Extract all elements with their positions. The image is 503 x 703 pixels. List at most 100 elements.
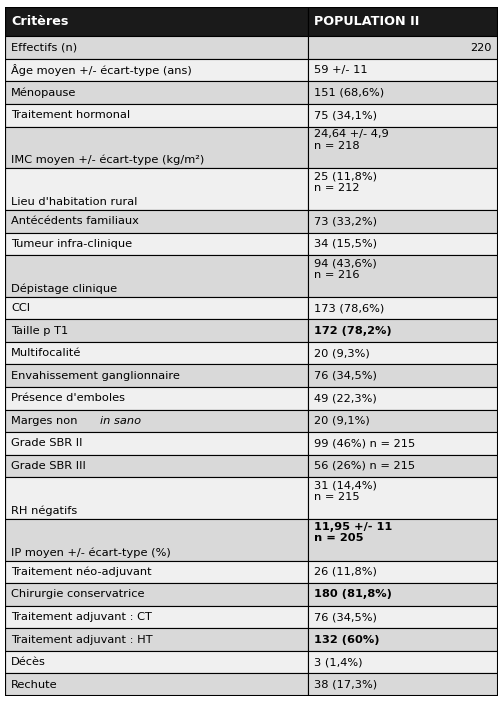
Text: Grade SBR III: Grade SBR III	[11, 461, 86, 471]
Text: 76 (34,5%): 76 (34,5%)	[314, 612, 377, 622]
Text: 75 (34,1%): 75 (34,1%)	[314, 110, 377, 120]
Bar	[5, 673, 308, 696]
Bar	[308, 519, 498, 561]
Bar	[5, 255, 308, 297]
Bar	[308, 410, 498, 432]
Text: CCI: CCI	[11, 303, 30, 313]
Bar	[308, 387, 498, 410]
Bar	[308, 583, 498, 606]
Text: 11,95 +/- 11
n = 205: 11,95 +/- 11 n = 205	[314, 522, 392, 543]
Bar	[5, 432, 308, 455]
Text: Marges non: Marges non	[11, 416, 81, 426]
Bar	[308, 561, 498, 583]
Text: 99 (46%) n = 215: 99 (46%) n = 215	[314, 439, 415, 449]
Bar	[5, 410, 308, 432]
Text: Traitement néo-adjuvant: Traitement néo-adjuvant	[11, 567, 151, 577]
Text: Décès: Décès	[11, 657, 46, 667]
Bar	[5, 651, 308, 673]
Text: 24,64 +/- 4,9
n = 218: 24,64 +/- 4,9 n = 218	[314, 129, 389, 151]
Text: IP moyen +/- écart-type (%): IP moyen +/- écart-type (%)	[11, 547, 171, 557]
Text: 172 (78,2%): 172 (78,2%)	[314, 325, 392, 335]
Bar	[5, 82, 308, 104]
Bar	[5, 37, 308, 59]
Text: 180 (81,8%): 180 (81,8%)	[314, 590, 392, 600]
Text: 173 (78,6%): 173 (78,6%)	[314, 303, 384, 313]
Text: Multifocalité: Multifocalité	[11, 348, 81, 359]
Bar	[308, 628, 498, 651]
Bar	[5, 59, 308, 82]
Bar	[308, 168, 498, 210]
Bar	[5, 519, 308, 561]
Text: Rechute: Rechute	[11, 680, 57, 690]
Bar	[308, 210, 498, 233]
Bar	[5, 606, 308, 628]
Text: 220: 220	[470, 43, 492, 53]
Bar	[308, 59, 498, 82]
Text: 26 (11,8%): 26 (11,8%)	[314, 567, 377, 577]
Text: Traitement adjuvant : HT: Traitement adjuvant : HT	[11, 635, 152, 645]
Text: Ménopause: Ménopause	[11, 87, 76, 98]
Bar	[5, 297, 308, 319]
Bar	[308, 7, 498, 37]
Bar	[5, 364, 308, 387]
Bar	[308, 455, 498, 477]
Text: in sano: in sano	[100, 416, 141, 426]
Bar	[5, 387, 308, 410]
Text: RH négatifs: RH négatifs	[11, 505, 77, 516]
Text: Envahissement ganglionnaire: Envahissement ganglionnaire	[11, 370, 180, 381]
Text: 3 (1,4%): 3 (1,4%)	[314, 657, 363, 667]
Bar	[308, 477, 498, 519]
Bar	[5, 628, 308, 651]
Bar	[5, 561, 308, 583]
Bar	[308, 297, 498, 319]
Bar	[5, 127, 308, 168]
Bar	[308, 364, 498, 387]
Text: Taille p T1: Taille p T1	[11, 325, 68, 335]
Text: 151 (68,6%): 151 (68,6%)	[314, 88, 384, 98]
Text: Tumeur infra-clinique: Tumeur infra-clinique	[11, 239, 132, 249]
Text: 20 (9,1%): 20 (9,1%)	[314, 416, 370, 426]
Bar	[5, 477, 308, 519]
Bar	[308, 432, 498, 455]
Text: 76 (34,5%): 76 (34,5%)	[314, 370, 377, 381]
Text: 25 (11,8%)
n = 212: 25 (11,8%) n = 212	[314, 172, 377, 193]
Text: Dépistage clinique: Dépistage clinique	[11, 283, 117, 294]
Text: Âge moyen +/- écart-type (ans): Âge moyen +/- écart-type (ans)	[11, 64, 192, 76]
Text: Grade SBR II: Grade SBR II	[11, 439, 82, 449]
Text: Présence d'emboles: Présence d'emboles	[11, 393, 125, 404]
Bar	[5, 583, 308, 606]
Text: Chirurgie conservatrice: Chirurgie conservatrice	[11, 590, 144, 600]
Bar	[5, 455, 308, 477]
Text: Effectifs (n): Effectifs (n)	[11, 43, 77, 53]
Bar	[308, 606, 498, 628]
Bar	[308, 651, 498, 673]
Text: 49 (22,3%): 49 (22,3%)	[314, 393, 377, 404]
Bar	[308, 127, 498, 168]
Bar	[308, 673, 498, 696]
Bar	[5, 342, 308, 364]
Bar	[308, 233, 498, 255]
Bar	[308, 319, 498, 342]
Text: 31 (14,4%)
n = 215: 31 (14,4%) n = 215	[314, 480, 377, 502]
Text: 34 (15,5%): 34 (15,5%)	[314, 239, 377, 249]
Text: 132 (60%): 132 (60%)	[314, 635, 380, 645]
Text: 38 (17,3%): 38 (17,3%)	[314, 680, 377, 690]
Text: 56 (26%) n = 215: 56 (26%) n = 215	[314, 461, 415, 471]
Text: Traitement adjuvant : CT: Traitement adjuvant : CT	[11, 612, 152, 622]
Bar	[5, 233, 308, 255]
Text: 94 (43,6%)
n = 216: 94 (43,6%) n = 216	[314, 258, 377, 280]
Bar	[308, 255, 498, 297]
Text: POPULATION II: POPULATION II	[314, 15, 420, 28]
Bar	[5, 319, 308, 342]
Text: 73 (33,2%): 73 (33,2%)	[314, 217, 377, 226]
Bar	[308, 82, 498, 104]
Text: IMC moyen +/- écart-type (kg/m²): IMC moyen +/- écart-type (kg/m²)	[11, 155, 204, 165]
Bar	[5, 168, 308, 210]
Text: Critères: Critères	[11, 15, 68, 28]
Bar	[5, 7, 308, 37]
Bar	[308, 37, 498, 59]
Bar	[308, 104, 498, 127]
Text: Traitement hormonal: Traitement hormonal	[11, 110, 130, 120]
Text: 59 +/- 11: 59 +/- 11	[314, 65, 368, 75]
Bar	[5, 104, 308, 127]
